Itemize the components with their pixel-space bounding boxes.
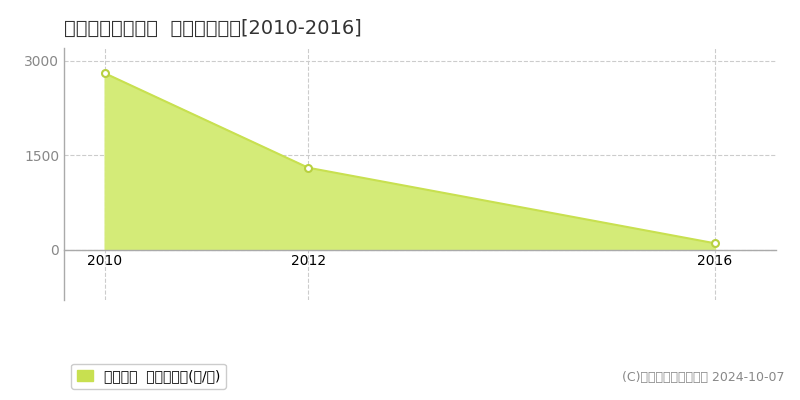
- Text: 高岡郡檮原町松谷  林地価格推移[2010-2016]: 高岡郡檮原町松谷 林地価格推移[2010-2016]: [64, 19, 362, 38]
- Text: (C)土地価格ドットコム 2024-10-07: (C)土地価格ドットコム 2024-10-07: [622, 371, 784, 384]
- Legend: 林地価格  平均坪単価(円/坪): 林地価格 平均坪単価(円/坪): [71, 364, 226, 389]
